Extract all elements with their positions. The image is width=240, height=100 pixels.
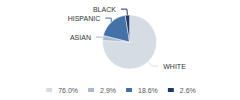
svg-text:76.0%: 76.0%	[58, 87, 78, 94]
svg-text:2.9%: 2.9%	[100, 87, 116, 94]
svg-text:ASIAN: ASIAN	[70, 34, 91, 41]
svg-text:WHITE: WHITE	[163, 63, 186, 70]
svg-text:HISPANIC: HISPANIC	[68, 15, 101, 22]
svg-text:2.6%: 2.6%	[180, 87, 196, 94]
svg-text:BLACK: BLACK	[93, 6, 116, 13]
svg-text:18.6%: 18.6%	[138, 87, 158, 94]
